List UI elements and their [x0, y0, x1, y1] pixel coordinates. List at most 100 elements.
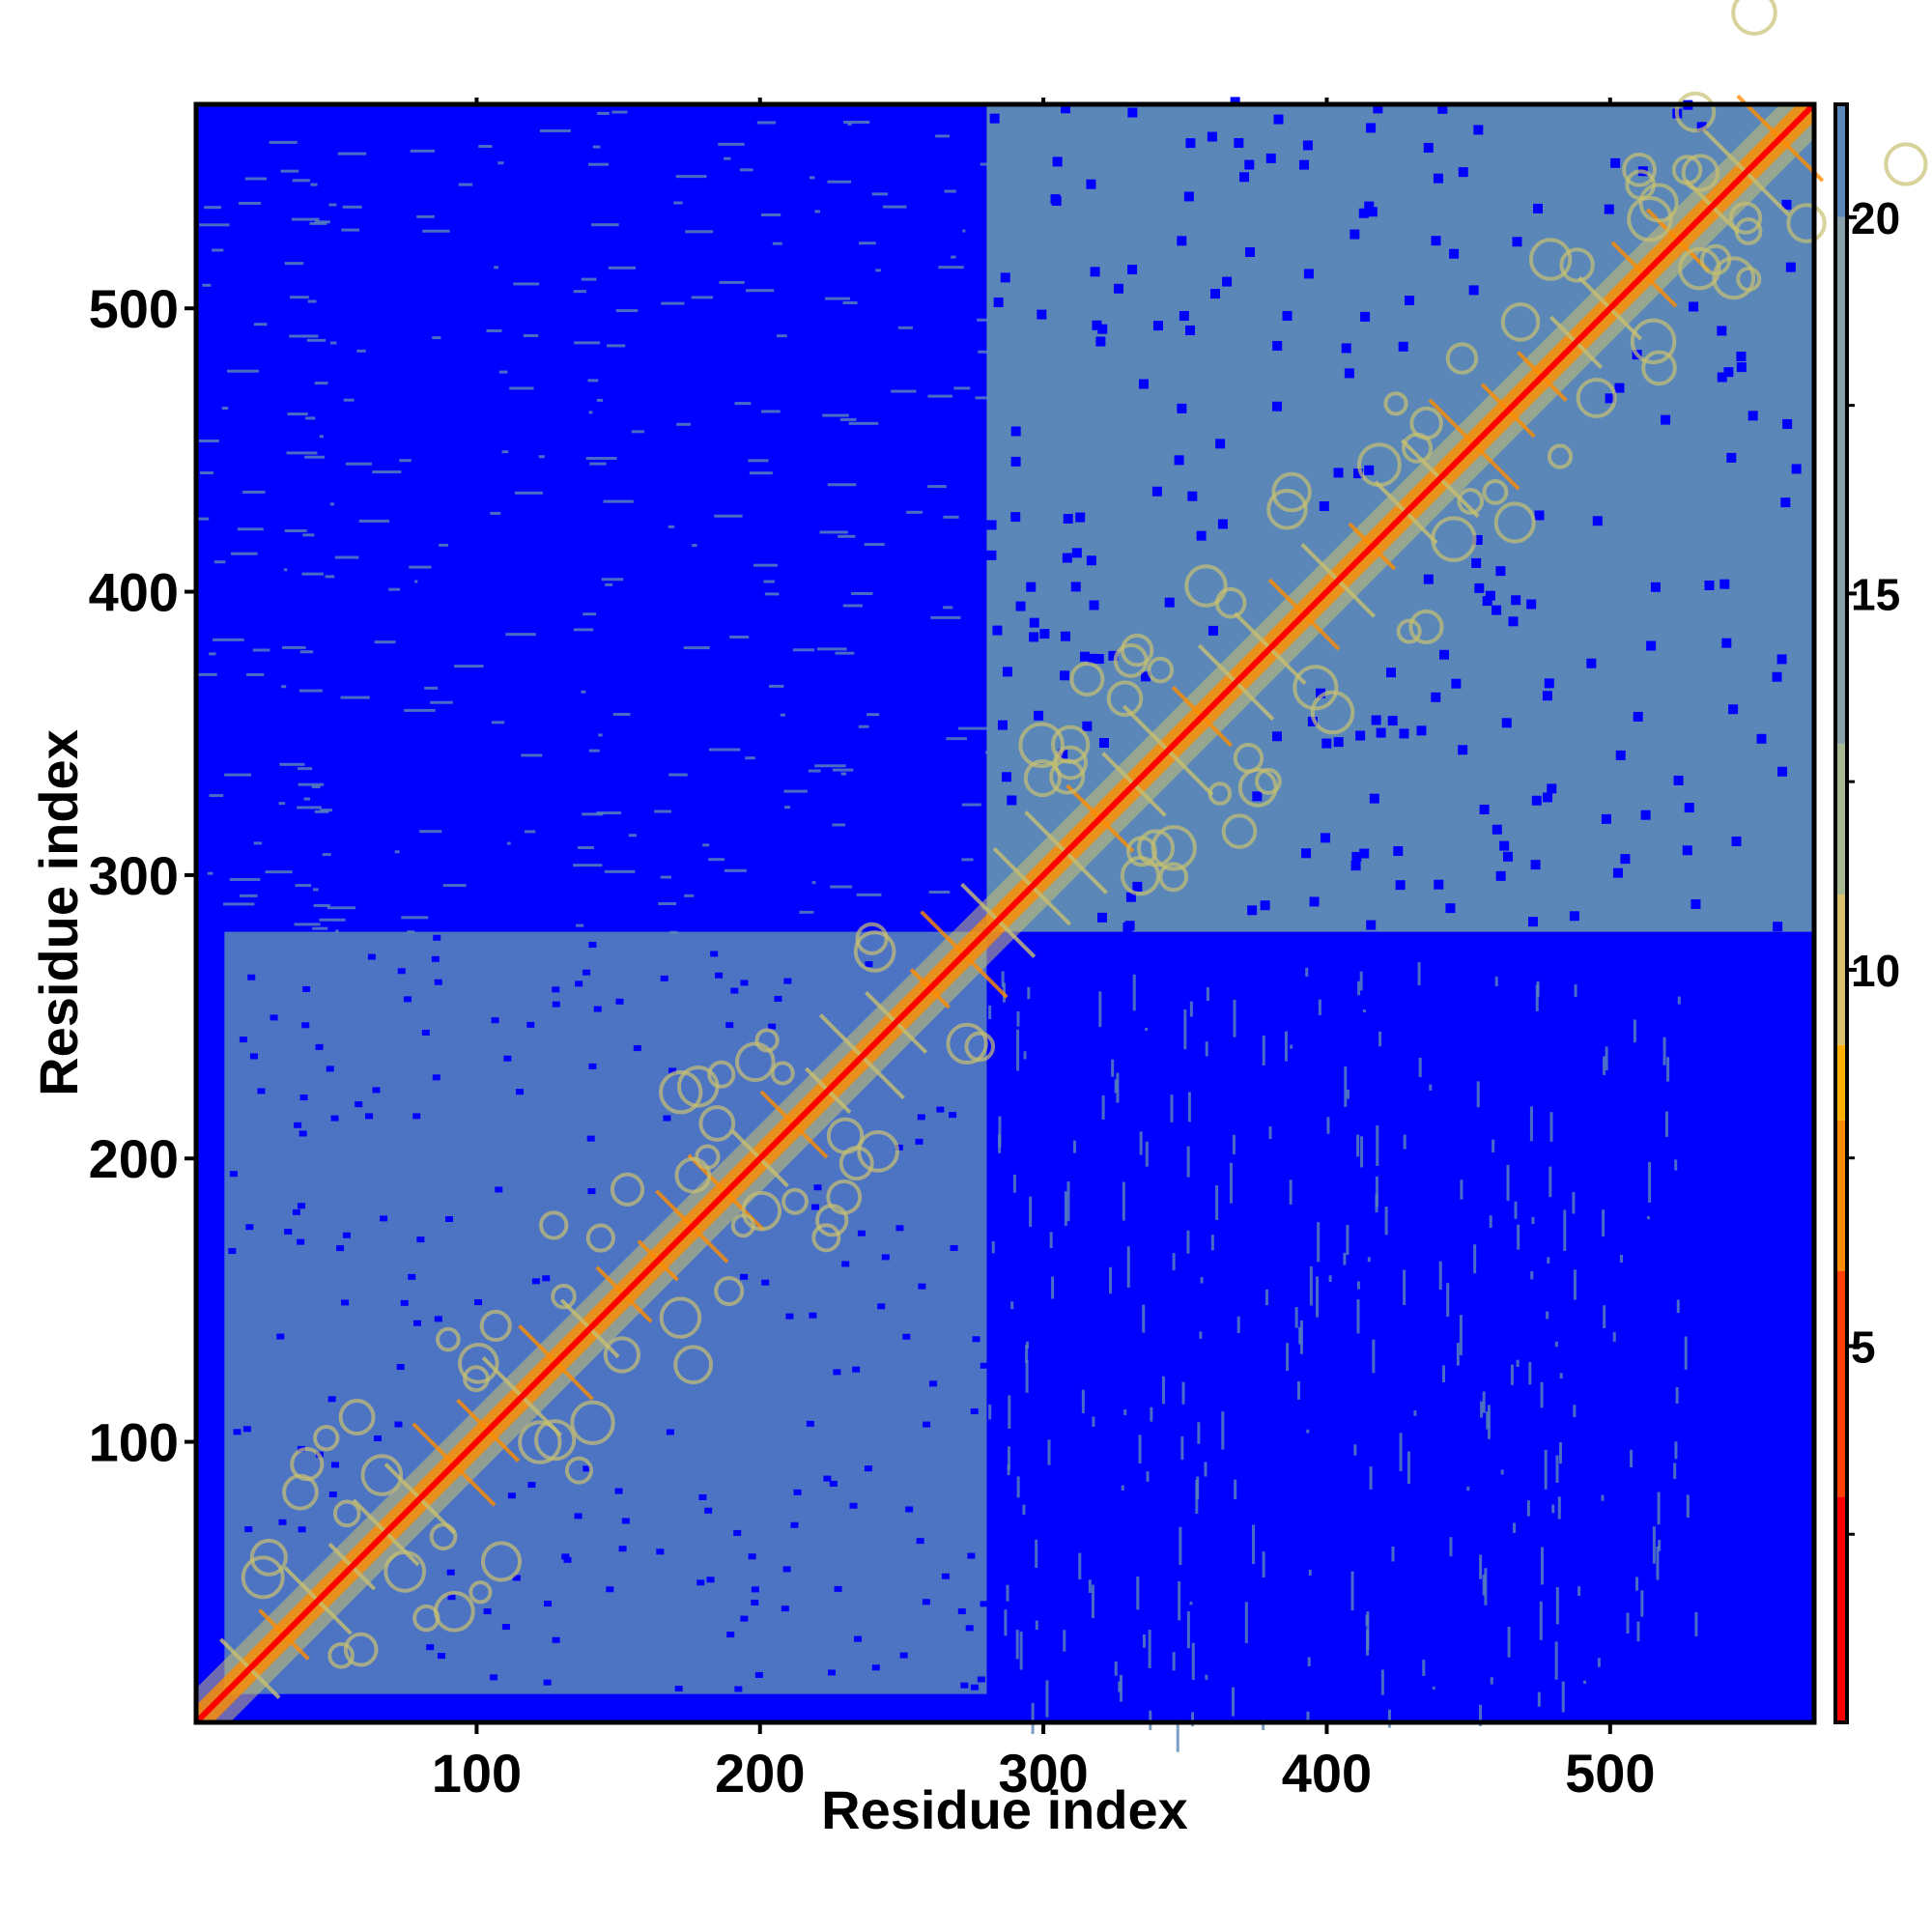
heatmap-cell [1008, 1395, 1011, 1429]
heatmap-cell [950, 1244, 958, 1251]
heatmap-cell [1526, 599, 1537, 610]
contact-motif [539, 1210, 569, 1240]
heatmap-cell [781, 1605, 789, 1612]
heatmap-cell [1558, 1441, 1562, 1464]
heatmap-cell [1474, 582, 1485, 593]
heatmap-cell [615, 998, 624, 1005]
heatmap-cell [822, 413, 849, 417]
contact-motif [1357, 442, 1402, 488]
heatmap-cell [1037, 309, 1047, 320]
contact-motif [673, 1345, 714, 1385]
heatmap-cell [193, 672, 217, 676]
contact-motif [1731, 0, 1777, 36]
heatmap-cell [1364, 201, 1375, 212]
heatmap-cell [1501, 718, 1512, 728]
heatmap-cell [227, 369, 259, 373]
heatmap-cell [340, 696, 370, 699]
heatmap-cell [581, 277, 597, 281]
contact-motif [741, 1190, 782, 1232]
heatmap-cell [993, 297, 1004, 307]
heatmap-cell [1142, 1304, 1146, 1333]
heatmap-cell [596, 398, 604, 402]
heatmap-cell [1179, 310, 1189, 321]
heatmap-cell [245, 1224, 254, 1231]
heatmap-cell [1205, 1674, 1208, 1680]
heatmap-cell [1482, 596, 1492, 607]
heatmap-cell [1352, 469, 1363, 479]
heatmap-cell [1473, 125, 1484, 135]
heatmap-cell [1307, 1657, 1311, 1666]
heatmap-cell [918, 1283, 926, 1290]
heatmap-cell [421, 1030, 430, 1037]
heatmap-cell [608, 266, 637, 270]
heatmap-cell [1138, 1435, 1142, 1464]
heatmap-cell [1178, 1581, 1181, 1621]
heatmap-cell [1230, 97, 1240, 107]
heatmap-cell [230, 552, 258, 555]
heatmap-cell [875, 269, 881, 272]
heatmap-cell [930, 615, 961, 619]
contact-motif [1120, 633, 1154, 668]
heatmap-cell [278, 802, 286, 806]
heatmap-cell [891, 389, 917, 393]
heatmap-cell [1286, 1343, 1290, 1372]
heatmap-cell [257, 1088, 266, 1094]
heatmap-cell [1506, 1164, 1510, 1202]
heatmap-cell [988, 1404, 992, 1420]
heatmap-cell [577, 846, 594, 850]
heatmap-cell [494, 266, 499, 270]
heatmap-cell [1630, 1449, 1634, 1468]
heatmap-cell [654, 810, 672, 813]
heatmap-cell [1495, 566, 1506, 577]
heatmap-cell [669, 930, 678, 934]
heatmap-cell [980, 162, 999, 166]
heatmap-cell [1376, 1124, 1379, 1167]
heatmap-cell [474, 1299, 483, 1306]
heatmap-cell [295, 884, 312, 888]
heatmap-cell [1191, 1642, 1195, 1681]
heatmap-cell [1114, 1079, 1118, 1094]
heatmap-cell [222, 902, 255, 906]
x-tick-label: 200 [715, 1743, 805, 1804]
heatmap-cell [1459, 1315, 1463, 1356]
heatmap-cell [509, 386, 534, 390]
heatmap-cell [830, 885, 853, 889]
heatmap-cell [588, 162, 609, 166]
heatmap-cell [1172, 1652, 1176, 1671]
heatmap-cell [1197, 1422, 1201, 1444]
heatmap-cell [1132, 881, 1143, 892]
heatmap-cell [660, 875, 671, 879]
heatmap-cell [1078, 1552, 1082, 1580]
heatmap-cell [1674, 1159, 1678, 1171]
colorbar-tick-label: 15 [1851, 569, 1900, 619]
heatmap-cell [922, 1599, 930, 1605]
contact-motif [1681, 154, 1720, 192]
heatmap-cell [1247, 905, 1258, 916]
heatmap-cell [977, 318, 1007, 322]
heatmap-cell [614, 1488, 623, 1494]
heatmap-cell [209, 794, 224, 798]
heatmap-cell [244, 177, 268, 181]
contact-motif [1674, 91, 1717, 133]
contact-motif [429, 1522, 458, 1551]
heatmap-cell [843, 120, 870, 124]
heatmap-cell [1161, 1376, 1165, 1405]
heatmap-cell [768, 684, 784, 688]
heatmap-cell [1500, 1469, 1504, 1475]
heatmap-cell [1071, 548, 1082, 558]
heatmap-cell [399, 459, 412, 463]
heatmap-cell [1298, 1326, 1302, 1345]
heatmap-cell [761, 213, 781, 216]
heatmap-cell [1164, 597, 1175, 608]
heatmap-cell [1537, 1691, 1541, 1707]
heatmap-cell [1121, 1485, 1124, 1491]
heatmap-cell [944, 189, 956, 193]
contact-motif [1221, 813, 1258, 849]
heatmap-cell [311, 785, 321, 789]
contact-motif [1729, 201, 1763, 235]
heatmap-cell [895, 1144, 903, 1151]
heatmap-cell [1176, 1719, 1179, 1752]
heatmap-cell [1316, 688, 1326, 698]
heatmap-cell [978, 350, 1001, 354]
heatmap-cell [198, 439, 219, 442]
